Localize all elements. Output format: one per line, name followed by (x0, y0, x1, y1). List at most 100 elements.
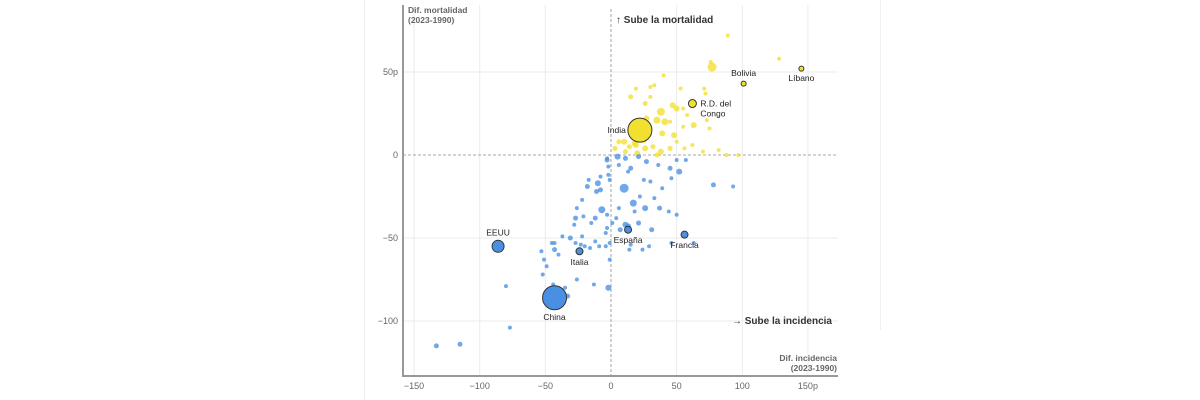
x-tick-label: 100 (735, 381, 750, 391)
point-mortality-down (636, 154, 642, 160)
point-mortality-up (650, 144, 656, 150)
point-mortality-down (605, 212, 610, 217)
point-mortality-down (539, 249, 544, 254)
point-mortality-down (641, 177, 646, 182)
point-mortality-up (652, 83, 657, 88)
point-mortality-up (690, 122, 697, 129)
point-eeuu (491, 239, 505, 253)
point-mortality-up (736, 153, 741, 157)
point-mortality-up (707, 62, 717, 72)
y-tick-label: −100 (378, 316, 398, 326)
point-mortality-down (606, 172, 611, 177)
point-mortality-up (648, 94, 653, 99)
point-india (627, 117, 653, 143)
right-border (880, 0, 881, 330)
point-mortality-up (777, 56, 782, 61)
point-mortality-up (633, 86, 638, 91)
point-mortality-down (594, 180, 601, 187)
point-mortality-down (597, 187, 603, 193)
point-mortality-down (676, 168, 683, 175)
point-mortality-down (607, 177, 612, 182)
point-mortality-up (716, 148, 721, 153)
x-tick-label: −150 (404, 381, 424, 391)
point-mortality-up (642, 101, 648, 107)
point-mortality-up (621, 138, 628, 145)
point-china (542, 285, 568, 311)
point-mortality-down (637, 194, 642, 199)
point-mortality-down (610, 221, 615, 226)
point-mortality-down (683, 157, 688, 162)
point-mortality-up (616, 139, 622, 145)
point-mortality-up (725, 33, 730, 38)
point-mortality-down (657, 205, 663, 211)
point-francia (680, 230, 689, 239)
point-mortality-down (642, 205, 649, 212)
point-mortality-down (572, 222, 577, 227)
point-mortality-down (598, 174, 603, 179)
point-mortality-down (669, 240, 674, 245)
point-mortality-down (584, 184, 590, 190)
point-mortality-up (668, 119, 673, 124)
point-mortality-down (636, 220, 642, 226)
point-mortality-up (724, 153, 729, 157)
point-mortality-down (604, 157, 610, 163)
point-mortality-up (628, 94, 634, 100)
point-mortality-down (574, 277, 579, 282)
point-mortality-down (660, 186, 665, 191)
point-mortality-down (582, 244, 587, 249)
x-tick-label: −50 (538, 381, 553, 391)
point-mortality-up (659, 130, 666, 137)
point-mortality-down (647, 244, 652, 249)
point-mortality-up (681, 106, 686, 111)
point-mortality-up (707, 126, 712, 131)
point-mortality-down (627, 247, 632, 252)
annotation-right: → Sube la incidencia (732, 316, 832, 327)
point-mortality-down (580, 197, 585, 202)
point-mortality-up (681, 124, 686, 129)
point-mortality-down (603, 244, 608, 249)
point-mortality-down (573, 215, 579, 221)
point-mortality-down (622, 155, 628, 161)
zero-lines (403, 9, 838, 376)
point-mortality-up (685, 113, 690, 118)
point-mortality-down (540, 272, 545, 277)
label-l-bano: Líbano (788, 73, 814, 83)
point-mortality-down (567, 235, 573, 241)
point-mortality-down (581, 214, 586, 219)
point-espa-a (624, 225, 633, 234)
point-mortality-down (614, 216, 619, 221)
point-mortality-up (653, 116, 661, 124)
label-francia: Francia (670, 240, 699, 250)
point-mortality-down (669, 176, 674, 181)
point-mortality-down (649, 227, 655, 233)
point-mortality-down (626, 169, 631, 174)
point-mortality-up (657, 148, 664, 155)
point-mortality-down (648, 179, 653, 184)
label-bolivia: Bolivia (731, 68, 756, 78)
point-mortality-up (612, 145, 618, 151)
x-tick-label: −100 (470, 381, 490, 391)
point-mortality-up (661, 73, 666, 78)
point-mortality-down (691, 240, 696, 245)
label-china: China (543, 312, 565, 322)
points-layer (433, 33, 782, 349)
grid (403, 5, 838, 376)
point-mortality-down (616, 206, 621, 211)
label-espa-a: España (614, 235, 643, 245)
point-mortality-down (573, 240, 578, 245)
point-mortality-down (603, 231, 608, 236)
point-mortality-up (704, 118, 709, 123)
point-bolivia (740, 80, 747, 87)
point-mortality-up (667, 145, 673, 151)
point-mortality-down (605, 226, 610, 231)
point-mortality-down (628, 242, 633, 247)
point-mortality-down (560, 234, 565, 239)
point-r-d-del-congo (687, 99, 697, 109)
point-mortality-down (617, 227, 623, 233)
point-mortality-down (628, 165, 634, 171)
point-mortality-down (556, 252, 561, 257)
label-r-d-del-congo-line2: Congo (700, 109, 725, 119)
point-mortality-down (643, 159, 649, 165)
point-mortality-up (626, 144, 632, 150)
